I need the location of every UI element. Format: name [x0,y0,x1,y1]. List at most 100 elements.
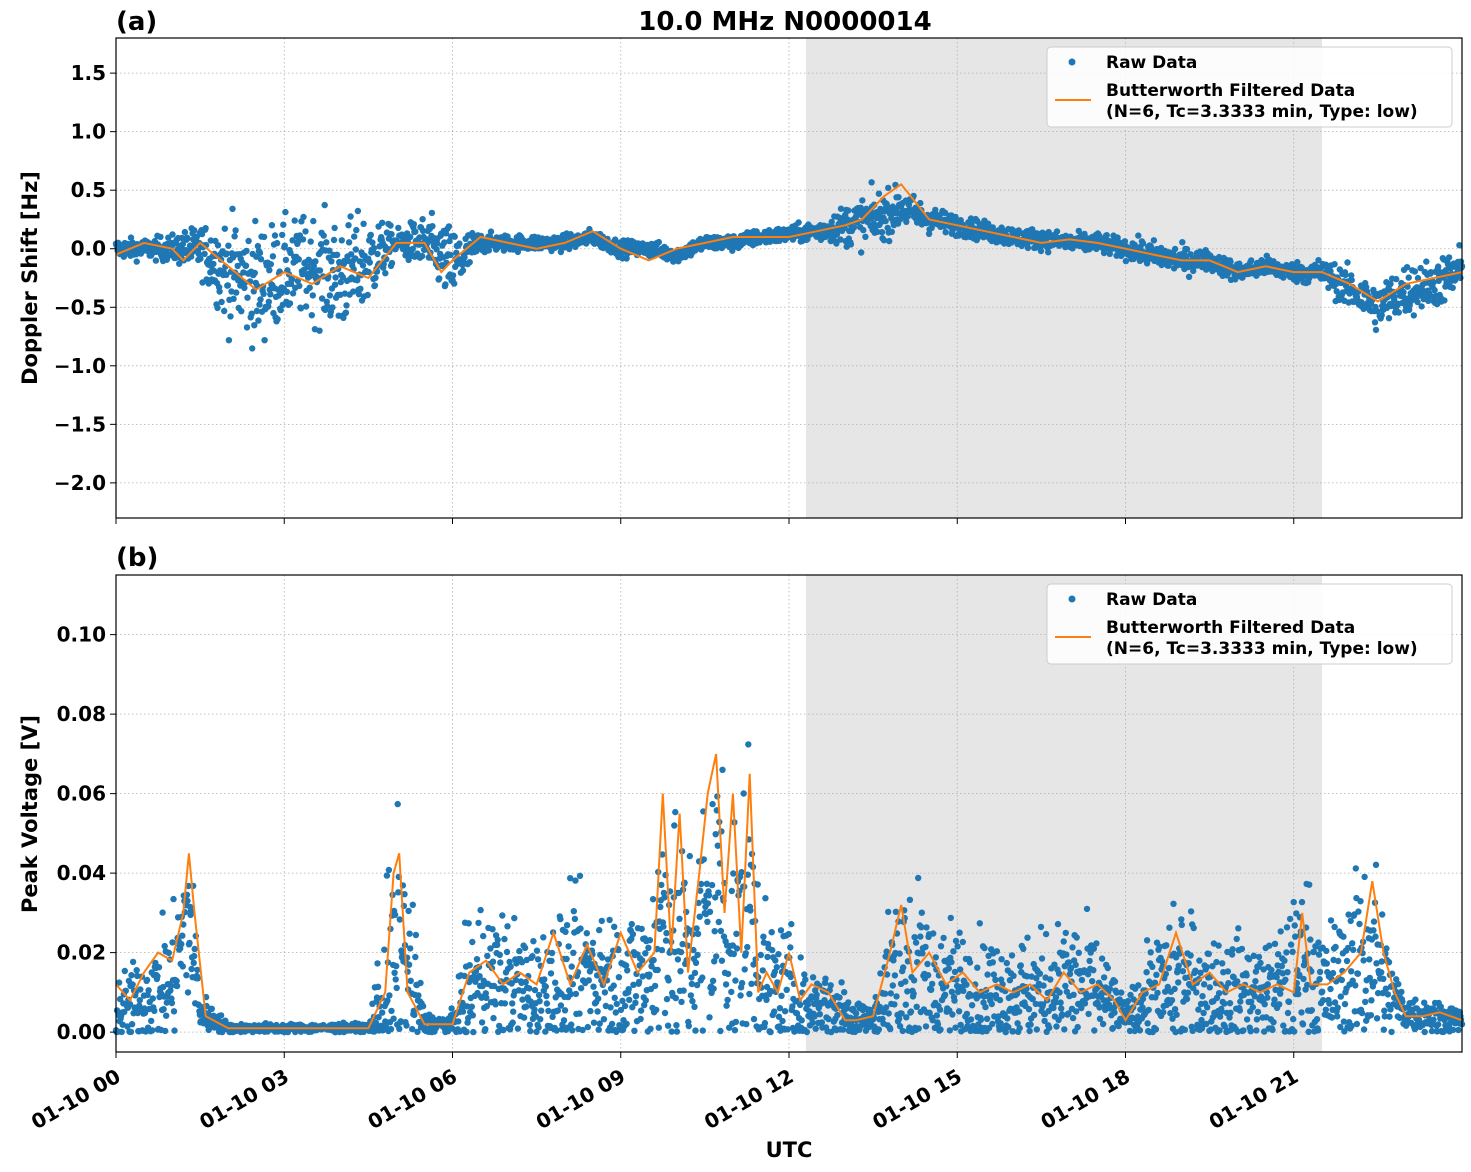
data-marks-a [112,179,1466,352]
raw-data-point [692,1027,699,1034]
raw-data-point [608,1020,616,1028]
raw-data-point [370,244,378,252]
raw-data-point [1308,1007,1316,1014]
raw-data-point [1178,916,1185,923]
raw-data-point [242,262,250,269]
raw-data-point [988,1000,995,1008]
raw-data-point [1252,978,1259,985]
raw-data-point [223,250,230,257]
raw-data-point [526,985,533,992]
raw-data-point [1100,974,1108,981]
raw-data-point [1184,989,1192,996]
raw-data-point [882,217,889,225]
raw-data-point [407,945,414,952]
raw-data-point [1298,898,1306,906]
raw-data-point [1306,881,1313,888]
raw-data-point [687,992,695,999]
raw-data-point [307,238,314,245]
raw-data-point [339,274,346,281]
raw-data-point [419,1003,427,1010]
raw-data-point [1283,949,1290,956]
raw-data-point [888,228,895,235]
raw-data-point [1235,925,1242,932]
raw-data-point [1457,274,1464,282]
raw-data-point [606,916,613,924]
raw-data-point [1300,975,1307,983]
raw-data-point [882,1004,890,1011]
raw-data-point [265,298,272,305]
raw-data-point [184,989,192,996]
raw-data-point [1204,1004,1211,1011]
raw-data-point [168,999,176,1007]
raw-data-point [1280,274,1287,281]
raw-data-point [482,1026,489,1033]
raw-data-point [1225,980,1232,987]
raw-data-point [645,944,652,951]
raw-data-point [407,233,414,241]
raw-data-point [576,872,584,879]
raw-data-point [713,953,720,960]
raw-data-point [1290,898,1297,906]
raw-data-point [661,1009,669,1017]
raw-data-point [1284,1009,1292,1017]
raw-data-point [1400,288,1407,296]
raw-data-point [533,947,541,954]
raw-data-point [1243,1016,1251,1023]
raw-data-point [637,1007,645,1014]
raw-data-point [692,959,700,966]
raw-data-point [459,267,467,274]
raw-data-point [308,312,315,319]
raw-data-point [254,242,262,250]
raw-data-point [238,308,245,315]
raw-data-point [456,240,463,247]
raw-data-point [878,229,886,236]
raw-data-point [1240,1027,1247,1034]
raw-data-point [1395,309,1403,316]
raw-data-point [1062,982,1069,990]
raw-data-point [1135,232,1142,239]
raw-data-point [323,239,330,246]
raw-data-point [796,1001,804,1009]
raw-data-point [754,881,761,888]
raw-data-point [406,930,413,937]
raw-data-point [1154,989,1161,997]
raw-data-point [249,345,256,352]
raw-data-point [905,201,913,209]
raw-data-point [347,213,354,220]
raw-data-point [1050,1004,1057,1012]
raw-data-point [836,994,843,1001]
raw-data-point [954,943,961,950]
raw-data-point [221,225,228,232]
raw-data-point [738,979,746,987]
raw-data-point [1385,315,1393,322]
raw-data-point [253,307,261,315]
y-tick-label: 0.0 [71,237,106,261]
raw-data-point [885,184,892,192]
raw-data-point [623,1020,630,1027]
raw-data-point [1024,934,1031,941]
raw-data-point [1153,971,1160,978]
raw-data-point [704,900,712,907]
raw-data-point [997,1020,1004,1027]
raw-data-point [1445,254,1453,261]
raw-data-point [867,215,875,222]
raw-data-point [149,1027,156,1034]
raw-data-point [571,915,579,923]
raw-data-point [1266,942,1273,949]
raw-data-point [514,1025,522,1032]
raw-data-point [750,1015,758,1023]
raw-data-point [364,291,371,299]
raw-data-point [599,954,606,961]
raw-data-point [1286,915,1294,923]
raw-data-point [1171,1006,1179,1013]
raw-data-point [1099,1020,1107,1028]
raw-data-point [392,976,399,983]
raw-data-point [646,971,653,978]
raw-data-point [946,1027,953,1034]
raw-data-point [1371,319,1379,326]
raw-data-point [128,1020,136,1028]
raw-data-point [1143,937,1151,944]
raw-data-point [179,932,186,939]
raw-data-point [492,1001,499,1008]
raw-data-point [577,925,584,932]
